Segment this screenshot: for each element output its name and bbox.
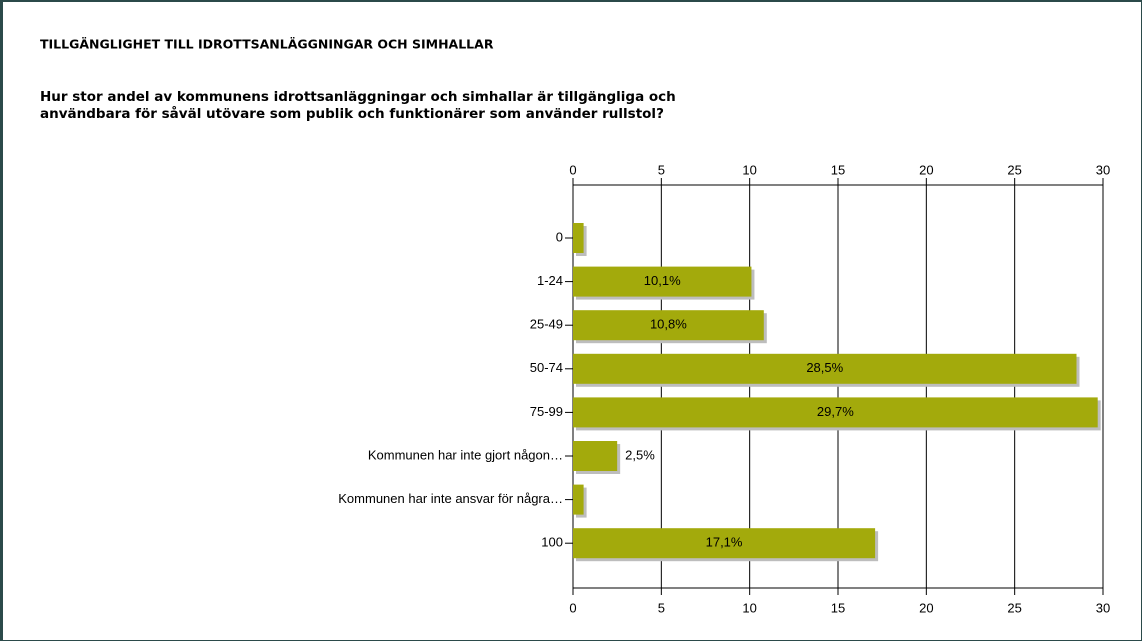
x-tick-label: 10 — [742, 162, 756, 177]
chart-title: TILLGÄNGLIGHET TILL IDROTTSANLÄGGNINGAR … — [40, 37, 494, 52]
x-tick-label: 15 — [831, 162, 845, 177]
bar — [573, 353, 1077, 384]
y-tick-label: 100 — [541, 535, 563, 550]
bar — [573, 397, 1098, 428]
data-label: 17,1% — [706, 535, 743, 550]
y-tick-label: 50-74 — [530, 360, 563, 375]
bar — [573, 441, 618, 471]
x-tick-label: 30 — [1096, 162, 1110, 177]
y-tick-label: Kommunen har inte gjort någon… — [368, 447, 563, 462]
chart-subtitle: Hur stor andel av kommunens idrottsanläg… — [40, 89, 676, 105]
data-label: 29,7% — [817, 404, 854, 419]
y-tick-label: 75-99 — [530, 404, 563, 419]
bar — [573, 310, 764, 341]
y-tick-label: 1-24 — [537, 273, 563, 288]
bar — [573, 266, 752, 297]
data-label: 2,5% — [625, 447, 655, 462]
bar — [573, 528, 876, 559]
x-tick-label: 5 — [658, 162, 665, 177]
x-tick-label: 5 — [658, 600, 665, 615]
y-tick-label: 25-49 — [530, 317, 563, 332]
y-tick-label: 0 — [556, 229, 563, 244]
x-tick-label: 0 — [569, 600, 576, 615]
data-label: 10,8% — [650, 317, 687, 332]
x-tick-label: 30 — [1096, 600, 1110, 615]
x-tick-label: 25 — [1007, 162, 1021, 177]
x-tick-label: 20 — [919, 600, 933, 615]
data-label: 10,1% — [644, 273, 681, 288]
x-tick-label: 15 — [831, 600, 845, 615]
x-tick-label: 20 — [919, 162, 933, 177]
bar — [573, 484, 584, 515]
x-tick-label: 0 — [569, 162, 576, 177]
bar — [573, 223, 584, 253]
chart-subtitle: användbara för såväl utövare som publik … — [40, 105, 664, 122]
y-tick-label: Kommunen har inte ansvar för några… — [338, 491, 563, 506]
data-label: 28,5% — [806, 360, 843, 375]
x-tick-label: 25 — [1007, 600, 1021, 615]
x-tick-label: 10 — [742, 600, 756, 615]
